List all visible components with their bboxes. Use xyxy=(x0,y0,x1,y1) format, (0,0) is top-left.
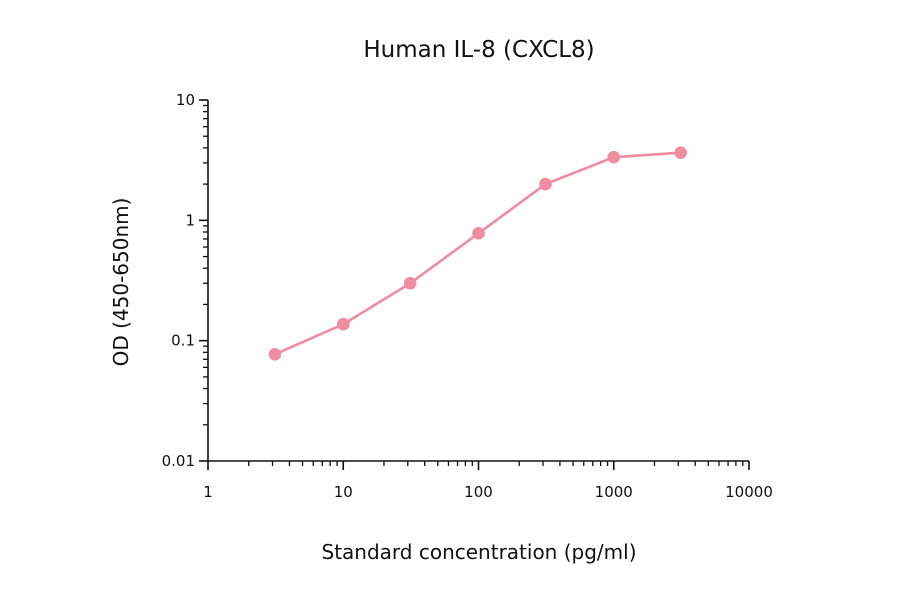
y-tick-label: 0.1 xyxy=(171,332,195,350)
y-tick-label: 0.01 xyxy=(162,452,195,470)
y-axis-label: OD (450-650nm) xyxy=(109,198,133,367)
data-point xyxy=(674,146,687,159)
series-layer xyxy=(268,146,687,361)
x-tick-label: 10000 xyxy=(725,483,773,501)
data-point xyxy=(268,348,282,361)
y-tick-label: 1 xyxy=(185,211,195,229)
data-point xyxy=(336,317,350,331)
series-line xyxy=(274,151,681,356)
x-axis-label: Standard concentration (pg/ml) xyxy=(322,540,637,564)
y-tick-label: 10 xyxy=(176,91,195,109)
x-tick-label: 1 xyxy=(203,483,213,501)
chart-title: Human IL-8 (CXCL8) xyxy=(363,37,594,63)
axes: 1 10 100 1000 10000 0.01 0.1 1 10 xyxy=(162,91,773,501)
x-tick-label: 10 xyxy=(334,483,353,501)
data-point xyxy=(539,177,552,191)
data-point xyxy=(607,150,621,164)
data-point xyxy=(403,276,417,290)
x-tick-label: 100 xyxy=(464,483,493,501)
x-tick-label: 1000 xyxy=(595,483,633,501)
data-point xyxy=(472,227,485,240)
